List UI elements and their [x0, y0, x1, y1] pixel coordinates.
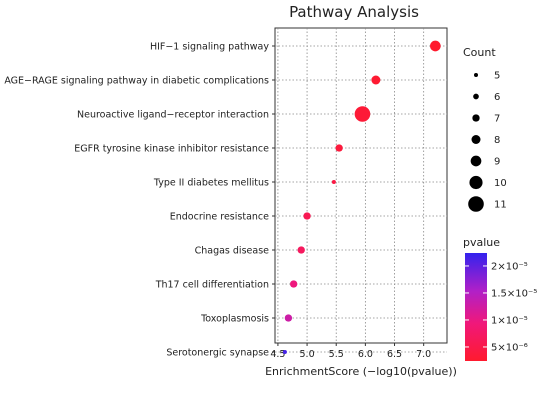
- y-tick-label: Neuroactive ligand−receptor interaction: [77, 110, 269, 121]
- count-legend-label: 7: [494, 114, 500, 125]
- count-legend-title: Count: [463, 46, 496, 59]
- data-point: [335, 144, 343, 152]
- y-tick-label: Type II diabetes mellitus: [153, 178, 269, 189]
- x-tick-label: 6.0: [358, 349, 373, 360]
- y-tick-label: Chagas disease: [195, 246, 270, 257]
- data-point: [371, 75, 381, 85]
- data-point: [303, 212, 311, 220]
- count-legend-label: 11: [494, 200, 507, 211]
- count-legend-dot: [473, 93, 479, 100]
- x-tick-label: 7.0: [416, 349, 431, 360]
- plot-area: [274, 27, 448, 344]
- count-legend-dot: [471, 135, 481, 144]
- count-legend-label: 9: [494, 157, 500, 168]
- x-axis-label: EnrichmentScore (−log10(pvalue)): [265, 365, 457, 378]
- count-legend-dot: [469, 175, 483, 190]
- data-point: [430, 40, 441, 52]
- count-legend-dot: [472, 114, 480, 122]
- colorbar-label: 2×10⁻⁵: [491, 261, 528, 272]
- data-point: [354, 106, 371, 122]
- count-legend-dot: [474, 73, 478, 77]
- chart-title: Pathway Analysis: [289, 3, 419, 21]
- colorbar-label: 1.5×10⁻⁵: [491, 288, 537, 299]
- y-tick-label: Endocrine resistance: [170, 212, 269, 223]
- y-tick-label: Toxoplasmosis: [200, 314, 269, 325]
- x-tick-label: 5.5: [329, 349, 344, 360]
- data-point: [284, 314, 293, 322]
- y-axis-labels: HIF−1 signaling pathway AGE−RAGE signalin…: [4, 42, 275, 359]
- pvalue-legend: pvalue 2×10⁻⁵ 1.5×10⁻⁵ 1×10⁻⁵ 5×10⁻⁶: [463, 236, 537, 361]
- y-tick-label: Serotonergic synapse: [166, 348, 269, 359]
- data-point: [297, 246, 305, 254]
- data-points: [282, 40, 441, 354]
- count-legend: Count 5 6 7 8 9 10 11: [463, 46, 507, 212]
- colorbar-label: 1×10⁻⁵: [491, 315, 528, 326]
- y-tick-label: HIF−1 signaling pathway: [150, 42, 269, 53]
- count-legend-label: 10: [494, 178, 507, 189]
- grid-lines: [275, 28, 447, 353]
- pvalue-legend-title: pvalue: [463, 236, 500, 249]
- data-point: [282, 350, 287, 354]
- x-tick-label: 4.5: [270, 349, 285, 360]
- y-tick-label: Th17 cell differentiation: [155, 280, 269, 291]
- data-point: [289, 280, 298, 288]
- data-point: [331, 180, 336, 184]
- count-legend-label: 5: [494, 71, 500, 82]
- x-tick-label: 6.5: [387, 349, 402, 360]
- y-tick-label: EGFR tyrosine kinase inhibitor resistanc…: [74, 144, 269, 155]
- count-legend-dot: [470, 155, 482, 167]
- count-legend-label: 6: [494, 92, 500, 103]
- pvalue-colorbar: [465, 253, 487, 361]
- count-legend-dot: [468, 196, 484, 212]
- count-legend-label: 8: [494, 135, 500, 146]
- y-tick-label: AGE−RAGE signaling pathway in diabetic c…: [4, 76, 269, 87]
- x-tick-label: 5.0: [300, 349, 315, 360]
- colorbar-label: 5×10⁻⁶: [491, 342, 528, 353]
- x-axis-ticks: 4.5 5.0 5.5 6.0 6.5 7.0: [270, 343, 431, 360]
